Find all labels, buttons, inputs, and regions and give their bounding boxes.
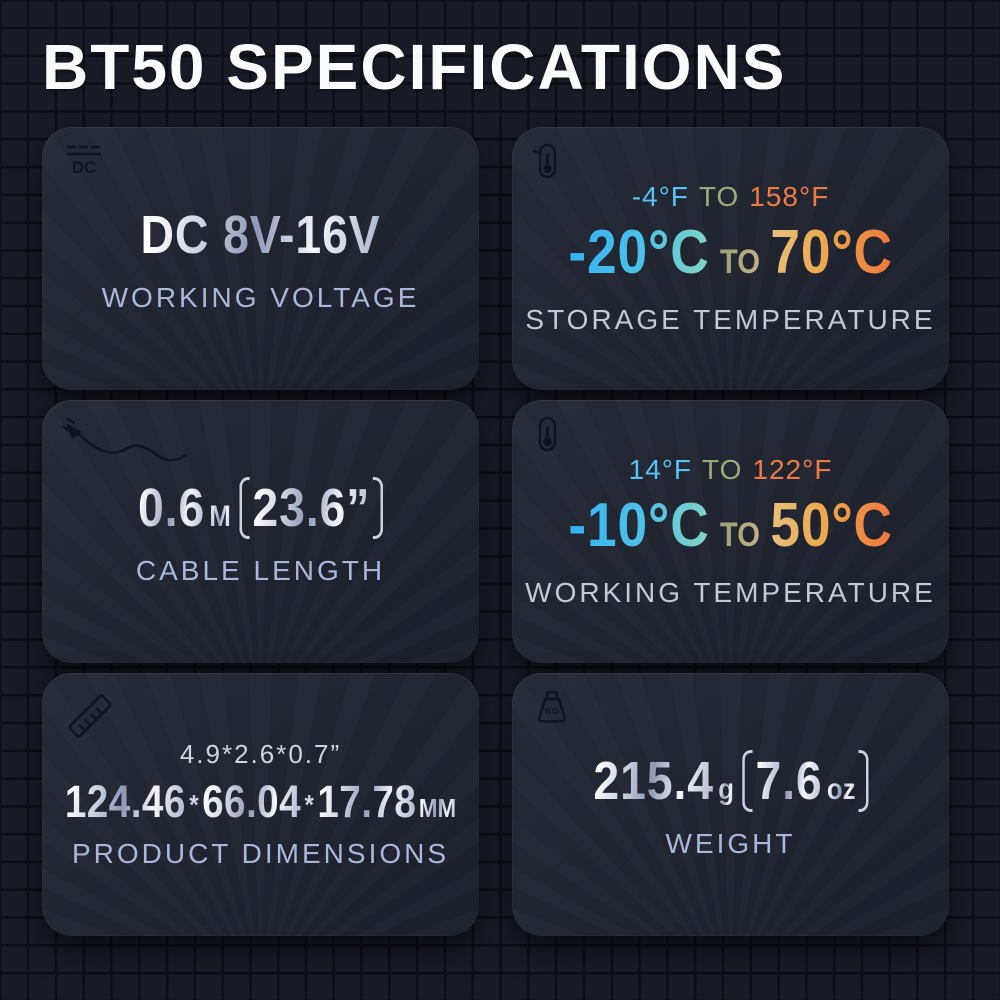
cable-length-label: CABLE LENGTH	[135, 554, 386, 586]
weight-label: WEIGHT	[665, 827, 796, 859]
working-temp-fahrenheit: 14°F TO 122°F	[629, 454, 833, 486]
storage-temp-fahrenheit: -4°F TO 158°F	[632, 181, 830, 213]
cable-icon	[62, 415, 192, 475]
dimensions-length-mm: 124.46	[64, 776, 186, 827]
dimensions-inches: 4.9*2.6*0.7”	[179, 739, 342, 769]
working-temp-f-high: 122°F	[752, 454, 833, 485]
left-bracket	[742, 749, 753, 812]
storage-temp-celsius: -20°C TO 70°C	[568, 217, 893, 288]
dimensions-height-mm: 17.78	[317, 776, 417, 827]
weight-value: 215.4 g 7.6 oz	[592, 749, 869, 812]
working-temp-c-low: -10°C	[568, 491, 710, 560]
storage-temp-c-connector: TO	[719, 243, 760, 281]
right-bracket	[857, 749, 869, 812]
working-temp-f-low: 14°F	[628, 454, 693, 485]
working-temp-c-high: 50°C	[770, 491, 893, 560]
ruler-icon	[62, 688, 118, 744]
working-temp-f-connector: TO	[702, 454, 743, 485]
storage-temp-f-connector: TO	[698, 181, 740, 212]
storage-temp-c-low: -20°C	[568, 218, 710, 287]
right-bracket	[372, 476, 384, 539]
storage-temp-f-high: 158°F	[749, 181, 830, 212]
spec-cards-grid: DC DC 8V-16V WORKING VOLTAGE -4°F TO 158…	[42, 127, 949, 936]
card-weight: KG 215.4 g 7.6 oz WEIGHT	[512, 673, 949, 936]
dimensions-separator: *	[304, 789, 314, 820]
working-temp-label: WORKING TEMPERATURE	[525, 577, 936, 608]
svg-text:KG: KG	[545, 706, 559, 717]
dimensions-mm-unit: MM	[418, 793, 457, 823]
left-bracket	[239, 476, 250, 539]
storage-temp-label: STORAGE TEMPERATURE	[525, 304, 936, 335]
working-temp-celsius: -10°C TO 50°C	[568, 490, 893, 561]
page-title: BT50 SPECIFICATIONS	[42, 31, 787, 103]
thermometer-icon	[532, 415, 562, 457]
storage-temp-c-high: 70°C	[770, 218, 893, 287]
cable-length-meters-unit: M	[209, 499, 231, 533]
weight-icon: KG	[532, 688, 572, 728]
working-temp-c-connector: TO	[719, 516, 760, 554]
card-storage-temperature: -4°F TO 158°F -20°C TO 70°C STORAGE TEMP…	[512, 127, 949, 390]
card-product-dimensions: 4.9*2.6*0.7” 124.46 * 66.04 * 17.78 MM P…	[42, 673, 479, 936]
working-voltage-value: DC 8V-16V	[140, 204, 381, 265]
dc-icon: DC	[62, 142, 106, 178]
weight-grams-unit: g	[717, 772, 734, 806]
thermometer-icon	[532, 142, 562, 184]
weight-ounces: 7.6	[755, 750, 823, 811]
card-working-voltage: DC DC 8V-16V WORKING VOLTAGE	[42, 127, 479, 390]
working-voltage-label: WORKING VOLTAGE	[101, 281, 420, 313]
weight-grams: 215.4	[592, 750, 714, 811]
weight-ounces-unit: oz	[826, 772, 856, 806]
cable-length-value: 0.6 M 23.6”	[137, 476, 384, 539]
cable-length-inches: 23.6”	[252, 477, 371, 538]
dimensions-separator: *	[189, 789, 199, 820]
card-working-temperature: 14°F TO 122°F -10°C TO 50°C WORKING TEMP…	[512, 400, 949, 663]
dimensions-millimeters: 124.46 * 66.04 * 17.78 MM	[65, 776, 456, 828]
dimensions-width-mm: 66.04	[202, 776, 302, 827]
card-cable-length: 0.6 M 23.6” CABLE LENGTH	[42, 400, 479, 663]
cable-length-meters: 0.6	[137, 477, 206, 538]
dimensions-label: PRODUCT DIMENSIONS	[71, 838, 450, 869]
svg-text:DC: DC	[72, 158, 97, 177]
storage-temp-f-low: -4°F	[631, 181, 689, 212]
